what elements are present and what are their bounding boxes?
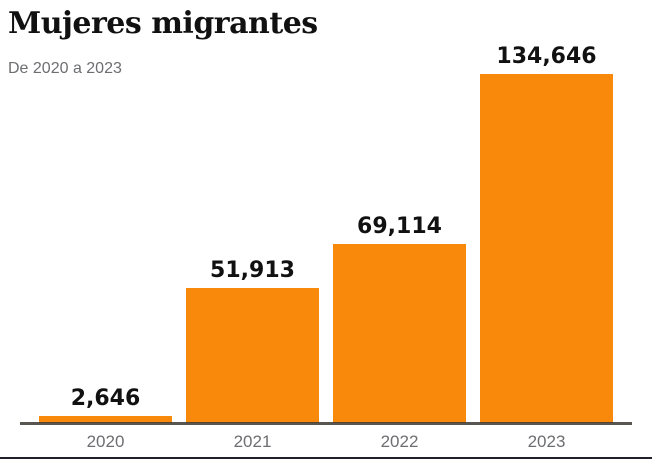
bar-value-label: 69,114 [357, 214, 442, 239]
bars-row: 2,646 51,913 69,114 134,646 [39, 45, 613, 423]
bottom-divider [0, 457, 652, 459]
bar-2023 [480, 74, 613, 423]
chart-subtitle: De 2020 a 2023 [8, 60, 122, 77]
bar-chart: 2,646 51,913 69,114 134,646 2020 2021 2022 202… [20, 45, 632, 451]
bar-column-2022: 69,114 [333, 215, 466, 423]
chart-title: Mujeres migrantes [8, 6, 318, 41]
x-tick-label-2021: 2021 [233, 432, 272, 451]
bar-value-label: 2,646 [70, 386, 141, 411]
bar-column-2020: 2,646 [39, 387, 172, 423]
bar-column-2023: 134,646 [480, 45, 613, 423]
x-tick-label-2022: 2022 [380, 432, 419, 451]
bar-value-label: 51,913 [210, 258, 295, 283]
x-axis-line [20, 422, 632, 425]
bar-2021 [186, 288, 319, 423]
bar-value-label: 134,646 [496, 44, 597, 69]
bar-2020 [39, 416, 172, 423]
x-axis-tick-labels: 2020 2021 2022 2023 [39, 432, 613, 452]
x-tick-label-2023: 2023 [527, 432, 566, 451]
x-tick-label-2020: 2020 [86, 432, 125, 451]
bar-column-2021: 51,913 [186, 259, 319, 423]
bar-2022 [333, 244, 466, 423]
